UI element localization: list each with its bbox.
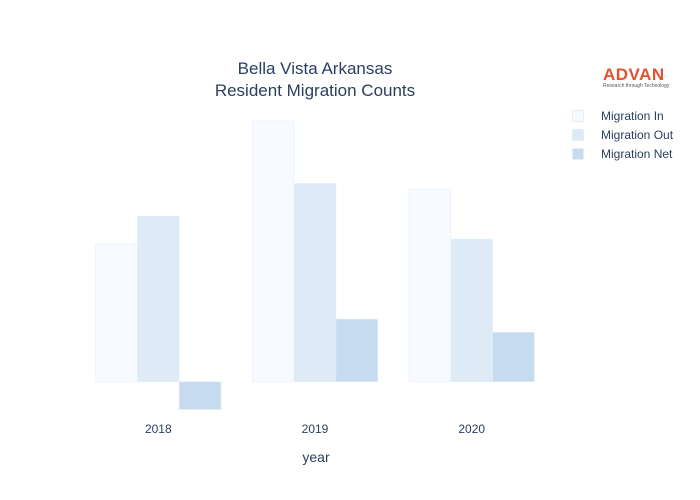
legend-swatch-migration-in <box>572 109 584 122</box>
bar-migration-out-2018[interactable] <box>137 215 180 383</box>
legend-label-migration-out: Migration Out <box>601 127 674 142</box>
advan-logo: ADVAN Research through Technology <box>603 66 673 89</box>
x-tick-label-2018: 2018 <box>145 422 172 436</box>
bar-migration-in-2018[interactable] <box>95 243 138 382</box>
bar-migration-net-2019[interactable] <box>335 318 378 383</box>
legend-label-migration-in: Migration In <box>601 108 664 123</box>
logo-word: ADVAN <box>603 65 665 84</box>
bar-migration-out-2020[interactable] <box>450 238 493 383</box>
chart-title-line2: Resident Migration Counts <box>214 81 416 100</box>
legend-swatch-migration-out <box>572 128 584 141</box>
bar-migration-out-2019[interactable] <box>293 183 337 383</box>
bar-migration-net-2018[interactable] <box>178 381 222 410</box>
legend-label-migration-net: Migration Net <box>601 146 673 161</box>
bar-migration-in-2019[interactable] <box>252 120 295 383</box>
bar-migration-net-2020[interactable] <box>492 331 535 382</box>
legend-swatch-migration-net <box>572 147 584 160</box>
legend: Migration In Migration Out Migration Net <box>572 106 673 163</box>
bar-migration-in-2020[interactable] <box>408 189 452 382</box>
logo-tagline: Research through Technology <box>603 83 670 89</box>
bars-layer <box>95 120 535 410</box>
chart-title: Bella Vista Arkansas Resident Migration … <box>115 58 515 102</box>
x-axis-title: year <box>302 449 330 465</box>
chart-title-line1: Bella Vista Arkansas <box>237 59 393 78</box>
x-tick-label-2019: 2019 <box>302 422 329 436</box>
legend-item-migration-out[interactable]: Migration Out <box>572 125 673 144</box>
x-tick-label-2020: 2020 <box>458 422 485 436</box>
legend-item-migration-net[interactable]: Migration Net <box>572 144 673 163</box>
x-tick-labels: 2018 2019 2020 <box>145 422 485 436</box>
legend-item-migration-in[interactable]: Migration In <box>572 106 673 125</box>
